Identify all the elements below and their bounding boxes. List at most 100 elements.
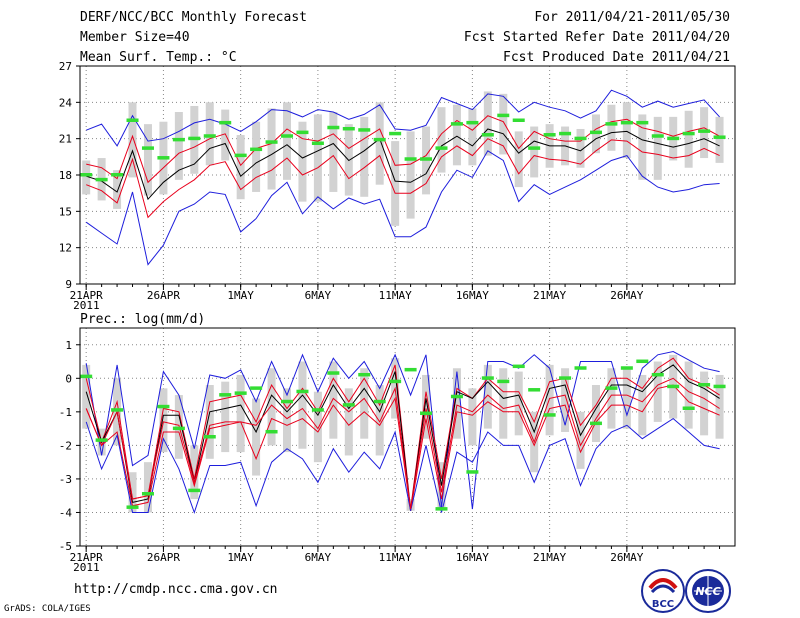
ensemble-box [360, 116, 369, 197]
ensemble-box [452, 104, 461, 166]
series-line-upper2 [85, 377, 720, 510]
observed-marker [311, 141, 324, 146]
observed-marker [574, 136, 587, 141]
ensemble-box [267, 108, 276, 190]
ensemble-box [653, 116, 662, 180]
series-line-min [85, 150, 720, 266]
ncc-logo-text: NCC [695, 585, 720, 598]
observed-marker [466, 120, 479, 125]
y-tick-label: -5 [59, 540, 72, 553]
observed-marker [528, 146, 541, 150]
observed-marker [605, 122, 618, 126]
x-tick-year: 2011 [73, 299, 100, 312]
ensemble-box [715, 374, 724, 439]
observed-marker [497, 379, 510, 384]
forecast-period: For 2011/04/21-2011/05/30 [534, 10, 730, 25]
y-tick-label: 24 [59, 96, 73, 109]
chart-title: DERF/NCC/BCC Monthly Forecast [80, 10, 307, 25]
observed-marker [574, 366, 587, 370]
observed-marker [713, 135, 726, 139]
ensemble-box [283, 388, 292, 453]
observed-marker [342, 403, 355, 407]
ensemble-box [159, 388, 168, 453]
observed-marker [219, 120, 232, 125]
observed-marker [450, 122, 463, 126]
ensemble-box [190, 445, 199, 500]
variable-label: Mean Surf. Temp.: °C [80, 50, 237, 65]
observed-marker [373, 399, 386, 404]
observed-marker [327, 125, 340, 130]
ensemble-box [298, 361, 307, 449]
ensemble-box [283, 102, 292, 180]
x-tick-label: 21MAY [533, 289, 566, 302]
observed-marker [95, 438, 108, 442]
ensemble-box [622, 368, 631, 429]
x-tick-label: 6MAY [305, 551, 332, 564]
observed-marker [250, 386, 263, 390]
observed-marker [126, 505, 139, 509]
ensemble-box [329, 361, 338, 439]
y-tick-label: -1 [59, 406, 72, 419]
observed-marker [281, 134, 294, 138]
ensemble-box [344, 388, 353, 456]
source-url[interactable]: http://cmdp.ncc.cma.gov.cn [74, 582, 278, 597]
ensemble-box [143, 124, 152, 196]
observed-marker [698, 383, 711, 387]
ensemble-box [653, 361, 662, 422]
ensemble-box [422, 374, 431, 439]
ensemble-box [174, 112, 183, 180]
observed-marker [358, 128, 371, 132]
ensemble-box [499, 93, 508, 155]
observed-marker [466, 470, 479, 474]
ensemble-box [252, 121, 261, 192]
observed-marker [481, 376, 494, 380]
observed-marker [528, 388, 541, 392]
x-tick-label: 11MAY [379, 289, 412, 302]
observed-marker [435, 507, 448, 511]
observed-marker [342, 126, 355, 131]
observed-marker [559, 376, 572, 380]
ensemble-box [638, 374, 647, 436]
observed-marker [234, 391, 247, 395]
observed-marker [296, 389, 309, 394]
ensemble-box [638, 114, 647, 180]
ensemble-box [221, 381, 230, 453]
prec-axis-label: Prec.: log(mm/d) [80, 312, 205, 327]
series-line-max [86, 89, 720, 147]
ensemble-box [576, 128, 585, 168]
ensemble-box [360, 368, 369, 439]
ensemble-box [252, 398, 261, 476]
y-tick-label: -2 [59, 439, 72, 452]
observed-marker [80, 173, 93, 177]
ensemble-box [483, 91, 492, 156]
y-tick-label: 1 [65, 339, 72, 352]
ensemble-box [298, 121, 307, 202]
ensemble-box [82, 160, 91, 195]
observed-marker [111, 173, 124, 177]
ensemble-box [468, 388, 477, 446]
series-line-lower [86, 138, 720, 219]
ensemble-box [514, 131, 523, 188]
ensemble-box [406, 131, 415, 219]
observed-marker [389, 131, 402, 136]
x-tick-label: 1MAY [227, 551, 254, 564]
header-left: DERF/NCC/BCC Monthly Forecast Member Siz… [80, 10, 307, 70]
observed-marker [172, 137, 185, 142]
ensemble-box [545, 364, 554, 436]
observed-marker [589, 130, 602, 135]
observed-marker [620, 366, 633, 370]
x-tick-label: 26APR [147, 551, 180, 564]
x-tick-label: 26MAY [610, 289, 643, 302]
observed-marker [559, 131, 572, 136]
observed-marker [157, 404, 170, 409]
ensemble-box [607, 104, 616, 151]
x-tick-label: 26MAY [610, 551, 643, 564]
observed-marker [497, 113, 510, 118]
observed-marker [713, 384, 726, 389]
observed-marker [95, 177, 108, 182]
x-tick-label: 21APR [70, 551, 103, 564]
observed-marker [589, 421, 602, 426]
ensemble-box [483, 364, 492, 429]
observed-marker [698, 129, 711, 133]
